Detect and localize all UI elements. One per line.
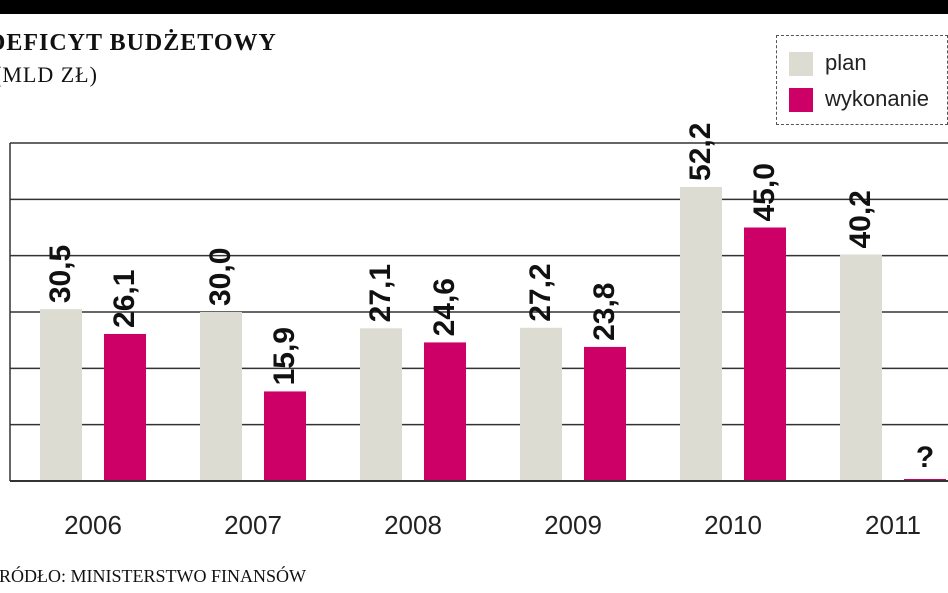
data-label: 24,6 [428,278,461,336]
bar-plan-2009 [520,327,562,481]
data-label: 52,2 [684,123,717,181]
bar-wykonanie-2007 [264,391,306,481]
data-label: 45,0 [748,163,781,221]
data-label: 40,2 [844,190,877,248]
bar-wykonanie-2008 [424,342,466,481]
bar-wykonanie-2010 [744,227,786,481]
x-tick-label: 2006 [64,510,122,540]
data-label: 30,0 [204,248,237,306]
x-tick-label: 2007 [224,510,282,540]
bar-plan-2008 [360,328,402,481]
legend-label-plan: plan [825,50,867,75]
legend-swatch-plan [789,52,813,76]
data-label: 23,8 [588,283,621,341]
bar-plan-2011 [840,254,882,481]
bar-wykonanie-2006 [104,333,146,481]
bar-plan-2006 [40,309,82,481]
chart-subtitle: (MLD ZŁ) [0,62,98,87]
data-label: 15,9 [268,327,301,385]
x-tick-label: 2008 [384,510,442,540]
data-label: 27,2 [524,263,557,321]
legend: plan wykonanie [776,35,948,125]
x-tick-label: 2010 [704,510,762,540]
source-note: ŹRÓDŁO: MINISTERSTWO FINANSÓW [0,566,306,586]
x-tick-label: 2009 [544,510,602,540]
legend-swatch-wykonanie [789,88,813,112]
data-label: ? [916,441,934,474]
data-label: 26,1 [108,270,141,328]
bar-plan-2007 [200,312,242,481]
bar-plan-2010 [680,186,722,481]
data-label: 30,5 [44,245,77,303]
data-label: 27,1 [364,264,397,322]
legend-label-wykonanie: wykonanie [825,86,929,111]
chart-title: DEFICYT BUDŻETOWY [0,30,277,56]
top-bar [0,0,948,14]
bar-wykonanie-2009 [584,346,626,481]
x-tick-label: 2011 [865,510,921,540]
